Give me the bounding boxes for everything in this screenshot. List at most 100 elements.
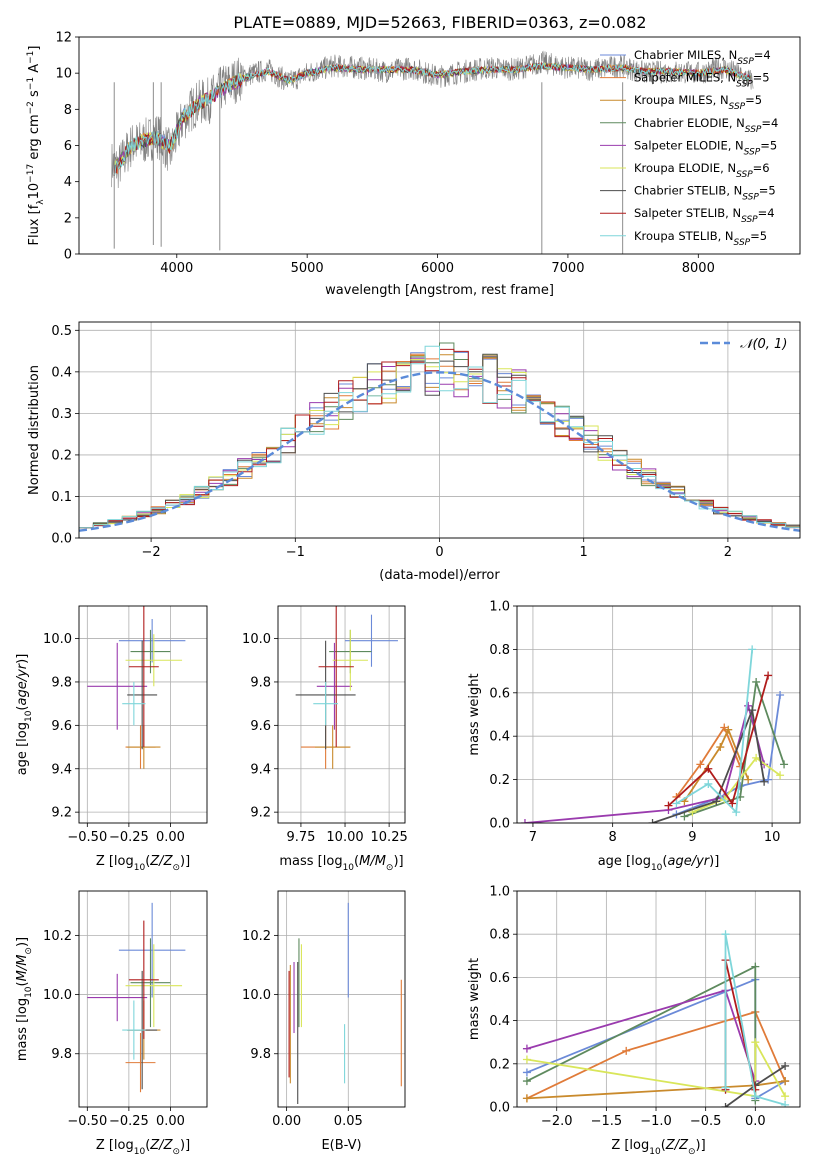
x-tick-label: 7 <box>529 830 537 845</box>
x-tick-label: 0.00 <box>272 1114 301 1129</box>
weight-marker <box>724 725 733 734</box>
y-tick-label: 8 <box>64 103 72 118</box>
label-part: 10 <box>134 863 146 873</box>
x-tick-label: −2.0 <box>541 1114 573 1129</box>
label-part: =4 <box>754 48 771 62</box>
label-part: =5 <box>745 93 762 107</box>
x-tick-label: −0.25 <box>109 1114 149 1129</box>
y-tick-label: 0.4 <box>489 730 510 745</box>
x-tick-label: −0.5 <box>690 1114 722 1129</box>
y-tick-label: 10.0 <box>242 632 271 647</box>
label-part: ⊙ <box>24 947 34 955</box>
weight-line <box>675 725 742 798</box>
weight-marker <box>704 764 713 773</box>
legend-label: Chabrier STELIB, NSSP=5 <box>634 184 776 203</box>
x-axis-label: mass [log10(M/M⊙)] <box>279 854 403 873</box>
label-part: SSP <box>736 170 753 180</box>
y-tick-label: 1.0 <box>489 600 510 615</box>
label-part: SSP <box>741 215 758 225</box>
label-part: SSP <box>736 80 753 90</box>
x-tick-label: −0.25 <box>109 830 149 845</box>
y-tick-label: 9.6 <box>51 719 72 734</box>
y-tick-label: 10.2 <box>242 929 271 944</box>
weight-line <box>724 934 786 1106</box>
label-part: )] <box>180 854 190 869</box>
axes-spectrum: 4000 5000 6000 7000 8000 0 2 4 6 8 10 12 wavelength … <box>26 31 801 298</box>
x-tick-label: −0.50 <box>67 830 107 845</box>
x-tick-label: 0 <box>435 545 443 560</box>
plot-area-spectrum <box>111 50 754 254</box>
label-part: 10 <box>134 1147 146 1157</box>
label-part: age [log <box>598 854 651 869</box>
plot-area-age-weight <box>520 645 789 823</box>
label-part: =4 <box>758 206 775 220</box>
y-tick-label: 10 <box>55 67 72 82</box>
label-part: Salpeter STELIB, N <box>634 206 741 220</box>
label-part: )] <box>15 937 30 947</box>
label-part: ⊙ <box>172 1147 180 1157</box>
y-tick-label: 0.0 <box>489 1101 510 1116</box>
weight-marker <box>781 1092 790 1101</box>
y-tick-label: 0.2 <box>489 1057 510 1072</box>
x-tick-label: 1 <box>580 545 588 560</box>
weight-marker <box>716 743 725 752</box>
label-part: ( <box>145 854 150 869</box>
y-tick-label: 9.4 <box>51 762 72 777</box>
label-part: λ <box>36 199 46 205</box>
axes-frame <box>78 890 208 1108</box>
label-part: age [log <box>15 722 30 775</box>
x-tick-label: 0.05 <box>334 1114 363 1129</box>
y-axis-label: mass weight <box>467 673 482 755</box>
plot-area-ebv-mass <box>288 902 402 1105</box>
axes-z-mass: −0.50 −0.25 0.009.810.010.2Z [log10(Z/Z⊙)]… <box>15 890 208 1157</box>
label-part: ] <box>27 46 42 51</box>
weight-marker <box>781 1077 790 1086</box>
y-tick-label: 0.4 <box>51 365 72 380</box>
label-part: =4 <box>761 116 778 130</box>
axes-z-weight: −2.0 −1.5 −1.0 −0.5 0.0 0.0 0.2 0.4 0.6 0.8 1.0 Z [… <box>467 885 801 1157</box>
weight-marker <box>744 775 753 784</box>
y-tick-label: 0.8 <box>489 643 510 658</box>
label-part: SSP <box>745 125 762 135</box>
label-part: =6 <box>753 161 770 175</box>
axes-z-age: −0.50 −0.25 0.009.29.49.69.810.0Z [log10(Z… <box>15 605 208 873</box>
y-tick-label: 4 <box>64 175 72 190</box>
weight-marker <box>704 779 713 788</box>
axes-mass-age: 9.75 10.00 10.25 9.2 9.4 9.6 9.8 10.0 mass [log1… <box>242 605 408 873</box>
label-part: =5 <box>759 184 776 198</box>
label-part: Chabrier ELODIE, N <box>634 116 745 130</box>
label-part: 10 <box>27 183 42 200</box>
y-tick-label: 10.2 <box>43 929 72 944</box>
figure-title: PLATE=0889, MJD=52663, FIBERID=0363, z=0… <box>233 13 646 32</box>
y-tick-label: 0.2 <box>51 448 72 463</box>
plot-area-z-weight <box>522 930 790 1107</box>
weight-marker <box>732 808 741 817</box>
y-tick-label: 9.2 <box>250 806 271 821</box>
label-part: Z/Z <box>149 854 173 869</box>
weight-marker <box>760 777 769 786</box>
x-tick-label: 9.75 <box>286 830 315 845</box>
observed-spectrum <box>111 50 754 189</box>
y-tick-label: 0.8 <box>489 928 510 943</box>
weight-marker <box>522 1077 531 1086</box>
weight-marker <box>728 799 737 808</box>
label-part: ⊙ <box>386 863 394 873</box>
label-part: Z/Z <box>149 1138 173 1153</box>
y-tick-label: 2 <box>64 211 72 226</box>
label-part: ( <box>354 854 359 869</box>
label-part: SSP <box>734 238 751 248</box>
label-part: ( <box>15 981 30 986</box>
plot-area-mass-age <box>295 606 398 769</box>
label-part: SSP <box>737 57 754 67</box>
x-axis-label: Z [log10(Z/Z⊙)] <box>96 854 190 873</box>
weight-marker <box>648 819 657 823</box>
axes-frame <box>516 890 801 1108</box>
x-axis-label: wavelength [Angstrom, rest frame] <box>325 283 554 298</box>
label-part: age/yr <box>667 854 710 869</box>
y-tick-label: 0.6 <box>489 686 510 701</box>
x-tick-label: −1 <box>286 545 305 560</box>
x-tick-label: 7000 <box>551 261 584 276</box>
weight-marker <box>764 671 773 680</box>
